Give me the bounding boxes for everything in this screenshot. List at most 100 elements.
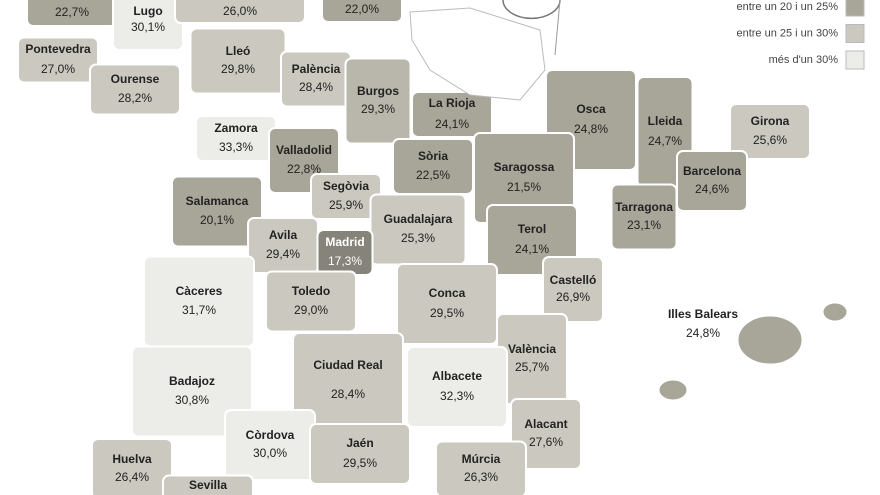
province-name: Avila (269, 228, 298, 242)
province-shape (17, 36, 99, 84)
province-shape (392, 138, 474, 195)
province-shape (91, 438, 173, 495)
province-name: Girona (751, 114, 790, 128)
province-shape (676, 150, 748, 212)
province-value: 24,6% (695, 182, 729, 196)
province-name: Lleó (226, 44, 251, 58)
province-value: 17,3% (328, 254, 362, 268)
province-value: 30,0% (253, 446, 287, 460)
province-shape (143, 255, 255, 348)
province-shape (131, 345, 253, 438)
province-shape (162, 474, 254, 495)
province-shape (411, 91, 493, 138)
province-name: Segòvia (323, 179, 369, 193)
province-value: 24,1% (515, 242, 549, 256)
province-name: Tarragona (615, 200, 673, 214)
province-value: 27,6% (529, 435, 563, 449)
province-value: 28,4% (299, 80, 333, 94)
province-value: 22,8% (287, 162, 321, 176)
province-shape (321, 0, 403, 23)
province-value: 22,0% (345, 2, 379, 16)
legend-label: més d'un 30% (769, 54, 839, 66)
legend-label: entre un 20 i un 25% (736, 1, 838, 13)
legend-swatch (845, 0, 865, 17)
province-value: 33,3% (219, 140, 253, 154)
province-name: Ourense (111, 72, 160, 86)
province-value: 21,5% (507, 180, 541, 194)
legend: entre un 20 i un 25% entre un 25 i un 30%… (736, 0, 865, 70)
province-value: 22,5% (416, 168, 450, 182)
province-value: 25,3% (401, 231, 435, 245)
provinces (17, 0, 848, 495)
province-name: Palència (292, 62, 341, 76)
province-name: Badajoz (169, 374, 215, 388)
province-value: 27,0% (41, 62, 75, 76)
province-name: Terol (518, 222, 546, 236)
province-value: 28,2% (118, 91, 152, 105)
province-value: 31,7% (182, 303, 216, 317)
inset-circle (502, 0, 561, 20)
province-value: 25,6% (753, 133, 787, 147)
province-value: 29,3% (361, 102, 395, 116)
province-name: Múrcia (462, 452, 501, 466)
province-shape (369, 193, 467, 266)
province-name: Càceres (176, 284, 223, 298)
province-name: Sevilla (189, 478, 227, 492)
legend-swatch (845, 24, 865, 43)
province-shape (344, 57, 412, 145)
province-value: 24,8% (686, 326, 720, 340)
province-name: Lleida (648, 114, 683, 128)
province-value: 32,3% (440, 389, 474, 403)
island (737, 315, 803, 365)
province-name: Còrdova (246, 428, 295, 442)
province-name: Castelló (550, 273, 597, 287)
province-shape (247, 217, 319, 274)
province-name: València (508, 342, 556, 356)
province-value: 20,1% (200, 213, 234, 227)
province-value: 30,8% (175, 393, 209, 407)
province-value: 26,9% (556, 290, 590, 304)
province-shape (171, 175, 263, 248)
island (822, 302, 848, 322)
province-name: Albacete (432, 369, 482, 383)
province-shape (174, 0, 306, 24)
province-shape (280, 50, 352, 108)
province-name: Sòria (418, 149, 448, 163)
province-value: 29,5% (343, 456, 377, 470)
province-value: 28,4% (331, 387, 365, 401)
province-name: Guadalajara (384, 212, 453, 226)
province-shape (89, 63, 181, 116)
province-value: 29,5% (430, 306, 464, 320)
province-shape (435, 440, 527, 495)
island (658, 379, 688, 401)
province-name: Burgos (357, 84, 399, 98)
province-value: 24,8% (574, 122, 608, 136)
inset-line (554, 0, 561, 56)
province-value: 24,7% (648, 134, 682, 148)
province-name: La Rioja (429, 96, 476, 110)
province-shape (309, 423, 411, 485)
province-name: Illes Balears (668, 307, 738, 321)
province-name: Alacant (524, 417, 567, 431)
province-name: Pontevedra (25, 42, 91, 56)
legend-label: entre un 25 i un 30% (736, 27, 838, 39)
province-shape (396, 263, 498, 345)
province-name: Ciudad Real (313, 358, 382, 372)
province-value: 23,1% (627, 218, 661, 232)
basque-country (409, 7, 546, 101)
province-shape (510, 398, 582, 470)
province-name: Zamora (214, 121, 258, 135)
province-value: 29,8% (221, 62, 255, 76)
province-value: 30,1% (131, 20, 165, 34)
province-value: 25,7% (515, 360, 549, 374)
province-name: Conca (429, 286, 466, 300)
province-value: 29,0% (294, 303, 328, 317)
province-value: 24,1% (435, 117, 469, 131)
province-shape (224, 409, 316, 481)
province-name: Huelva (112, 452, 152, 466)
legend-swatch (845, 50, 865, 70)
province-shape (729, 103, 811, 160)
province-name: Saragossa (494, 160, 555, 174)
province-name: Barcelona (683, 164, 741, 178)
